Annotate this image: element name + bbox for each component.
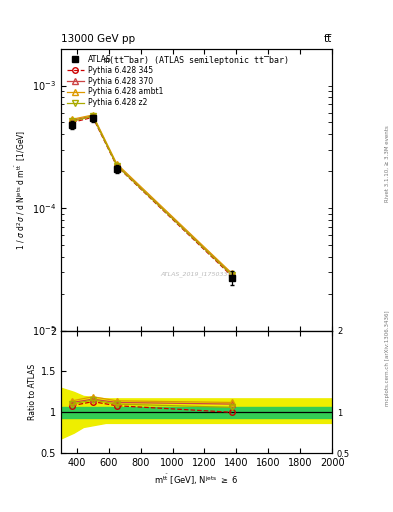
- Text: m(tt̅bar) (ATLAS semileptonic tt̅bar): m(tt̅bar) (ATLAS semileptonic tt̅bar): [104, 56, 289, 65]
- Text: tt̅: tt̅: [324, 33, 332, 44]
- Y-axis label: 1 / $\sigma$ d$^2\sigma$ / d N$^{\rm jets}$ d m$^{\rm t\bar{t}}$  [1/GeV]: 1 / $\sigma$ d$^2\sigma$ / d N$^{\rm jet…: [13, 130, 28, 250]
- Text: Rivet 3.1.10, ≥ 3.3M events: Rivet 3.1.10, ≥ 3.3M events: [385, 125, 389, 202]
- Text: ATLAS_2019_I1750330: ATLAS_2019_I1750330: [161, 271, 232, 277]
- Text: mcplots.cern.ch [arXiv:1306.3436]: mcplots.cern.ch [arXiv:1306.3436]: [385, 311, 389, 406]
- Text: 13000 GeV pp: 13000 GeV pp: [61, 33, 135, 44]
- Legend: ATLAS, Pythia 6.428 345, Pythia 6.428 370, Pythia 6.428 ambt1, Pythia 6.428 z2: ATLAS, Pythia 6.428 345, Pythia 6.428 37…: [65, 52, 165, 110]
- Y-axis label: Ratio to ATLAS: Ratio to ATLAS: [28, 364, 37, 420]
- X-axis label: m$^{\rm t\bar{t}}$ [GeV], N$^{\rm jets}$ $\geq$ 6: m$^{\rm t\bar{t}}$ [GeV], N$^{\rm jets}$…: [154, 472, 239, 487]
